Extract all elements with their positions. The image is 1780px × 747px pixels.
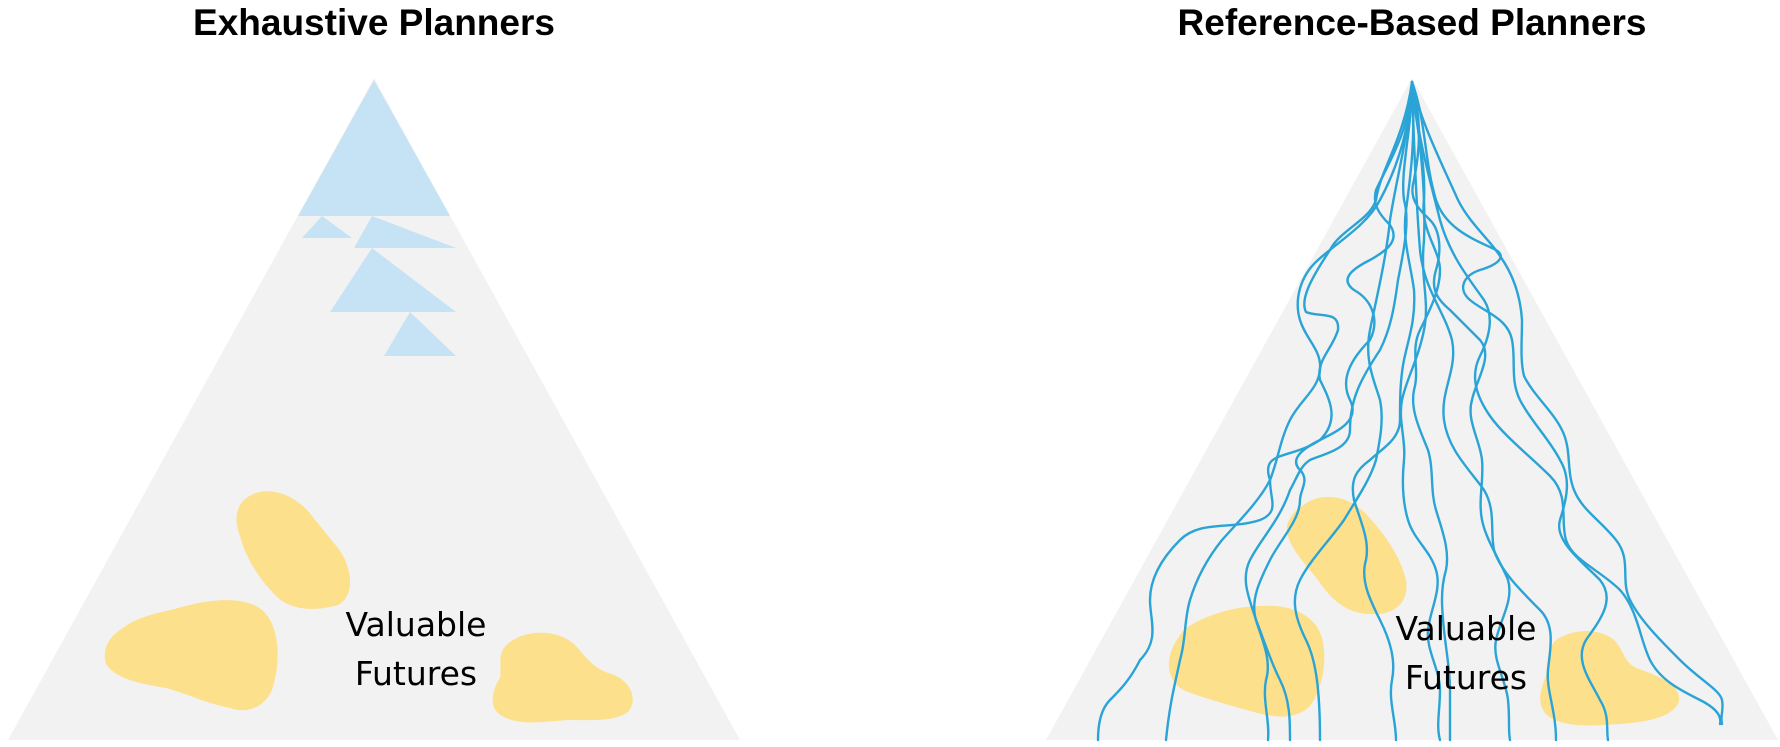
valuable-region [236, 491, 351, 609]
reference-trajectories [1096, 80, 1724, 742]
valuable-futures-label-line2: Futures [1405, 658, 1527, 697]
trajectory [1293, 80, 1414, 742]
valuable-futures-label-line2: Futures [355, 654, 477, 693]
trajectory [1410, 80, 1512, 742]
valuable-futures-label-line1: Valuable [346, 605, 487, 644]
exhaustive-planners-title: Exhaustive Planners [193, 2, 555, 43]
trajectory [1410, 80, 1724, 726]
trajectory [1351, 80, 1416, 742]
exhaustive-search-tree [298, 80, 456, 356]
valuable-region [1168, 605, 1325, 717]
reference-based-panel: Valuable Futures [1046, 78, 1778, 742]
exhaustive-panel: Valuable Futures [8, 78, 740, 740]
valuable-futures-label-line1: Valuable [1396, 609, 1537, 648]
valuable-future-regions [1168, 496, 1680, 726]
valuable-region [492, 632, 633, 723]
valuable-region [1286, 496, 1407, 615]
search-space-triangle [8, 78, 740, 740]
trajectory [1410, 80, 1558, 742]
valuable-region [104, 600, 278, 711]
valuable-region [1540, 631, 1680, 726]
reference-based-planners-title: Reference-Based Planners [1177, 2, 1647, 43]
trajectory [1399, 80, 1442, 742]
trajectory [1164, 80, 1414, 742]
valuable-future-regions [104, 491, 633, 723]
trajectory [1410, 80, 1610, 742]
trajectory [1410, 80, 1722, 726]
trajectory [1410, 80, 1452, 742]
